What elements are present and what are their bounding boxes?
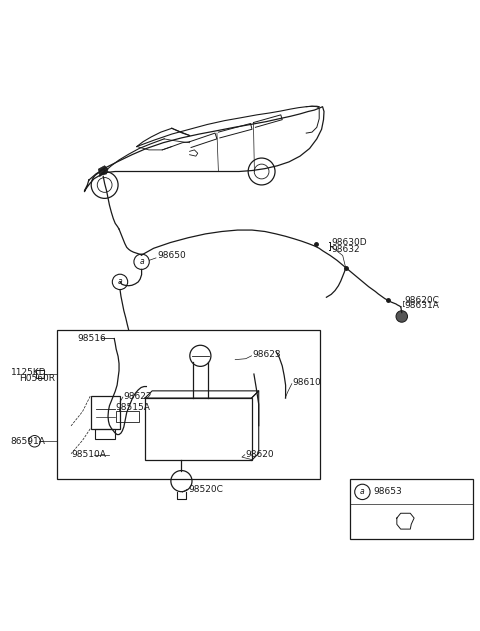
Text: 98620C: 98620C bbox=[404, 296, 439, 305]
Bar bbox=[95, 429, 115, 439]
Text: 98610: 98610 bbox=[293, 378, 322, 387]
Text: a: a bbox=[118, 278, 122, 286]
Text: 98632: 98632 bbox=[331, 245, 360, 254]
Text: 98630D: 98630D bbox=[331, 238, 367, 247]
Text: 98620: 98620 bbox=[246, 450, 275, 459]
Text: 98650: 98650 bbox=[157, 252, 186, 261]
Text: 98623: 98623 bbox=[252, 350, 281, 360]
Bar bbox=[350, 479, 473, 539]
Text: a: a bbox=[360, 487, 365, 497]
Bar bbox=[91, 396, 120, 429]
Bar bbox=[116, 411, 139, 422]
Text: 98515A: 98515A bbox=[115, 403, 150, 412]
Text: H0560R: H0560R bbox=[19, 374, 55, 384]
Text: 98631A: 98631A bbox=[404, 302, 439, 310]
Bar bbox=[145, 398, 252, 461]
Text: a: a bbox=[139, 257, 144, 266]
Text: 1125KD: 1125KD bbox=[11, 368, 46, 377]
Bar bbox=[36, 370, 44, 378]
Text: 86591A: 86591A bbox=[11, 437, 46, 445]
Bar bbox=[57, 330, 320, 479]
Text: 98516: 98516 bbox=[78, 334, 107, 343]
Text: 98510A: 98510A bbox=[71, 450, 106, 459]
Text: 98520C: 98520C bbox=[188, 485, 223, 494]
Circle shape bbox=[396, 310, 408, 322]
Text: 98653: 98653 bbox=[373, 487, 402, 497]
Polygon shape bbox=[98, 166, 108, 175]
Text: 98622: 98622 bbox=[124, 392, 152, 401]
